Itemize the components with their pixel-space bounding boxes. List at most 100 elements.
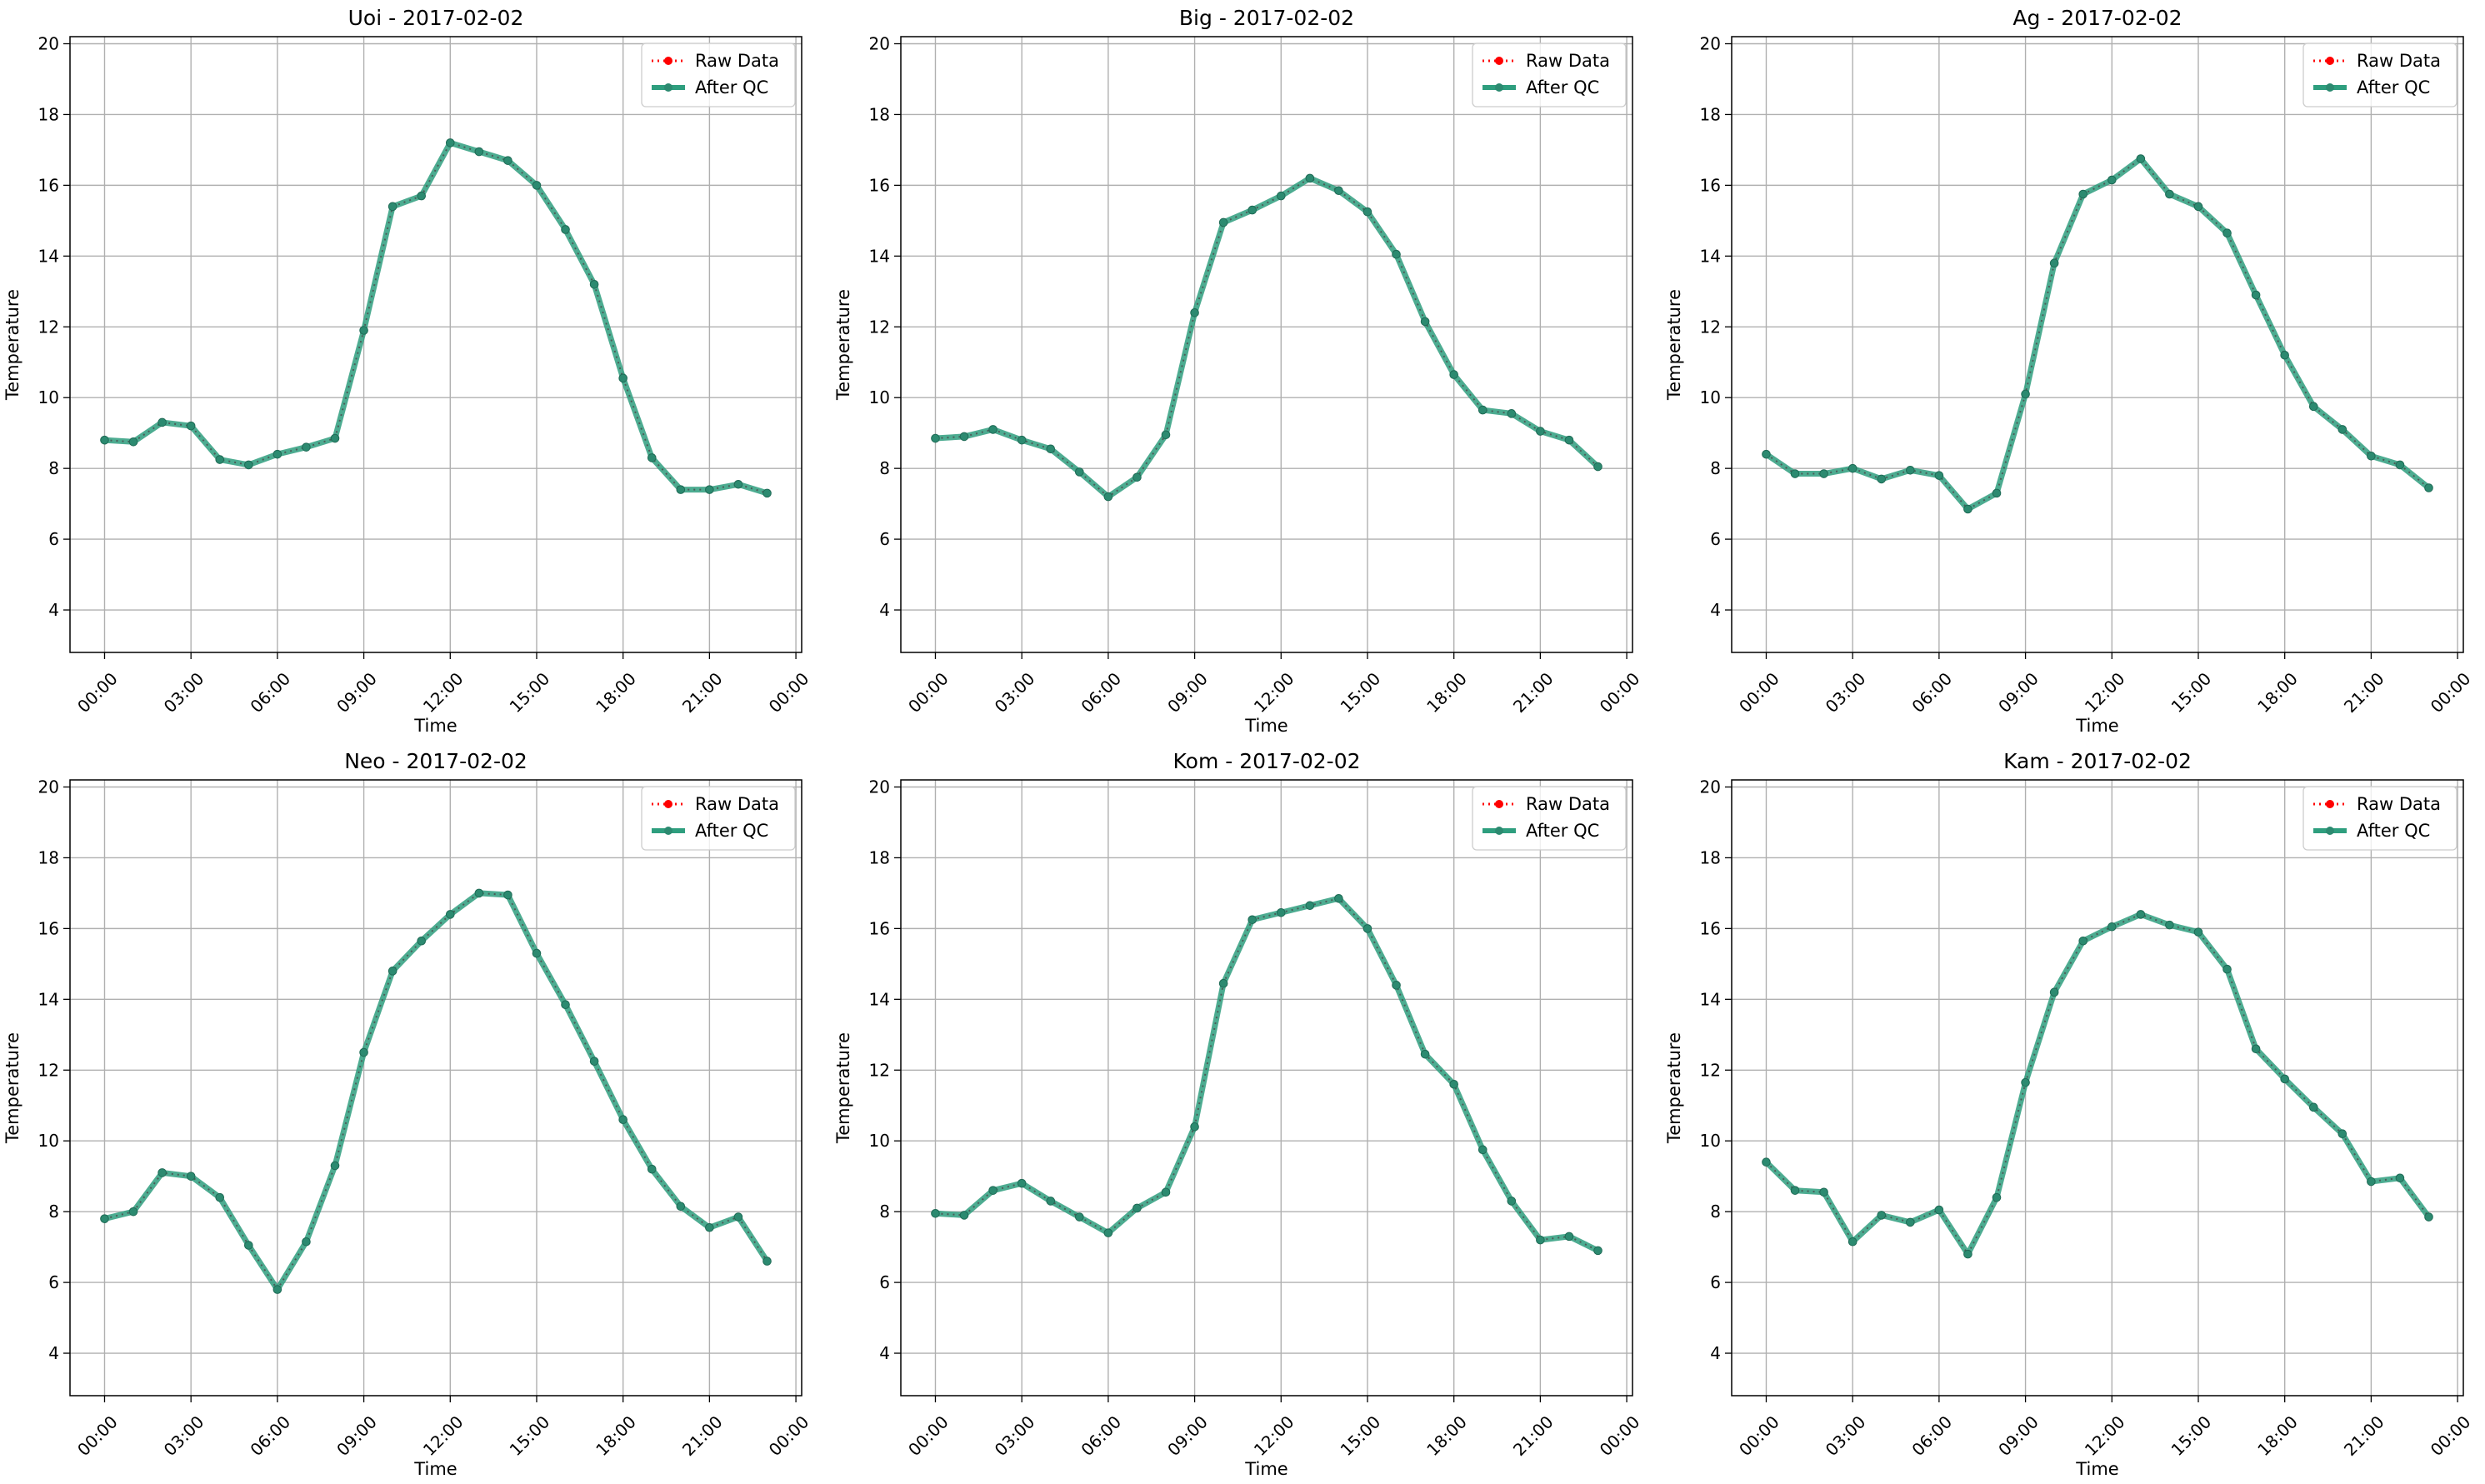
subplot-5: 00:00 03:00 06:00 09:00 12:00 15:00 18:00 21:00…: [833, 749, 1643, 1479]
y-tick-label: 18: [38, 847, 59, 867]
data-point: [647, 1164, 657, 1174]
data-point: [2078, 936, 2088, 946]
x-tick-label: 15:00: [1337, 668, 1385, 717]
x-tick-label: 00:00: [73, 668, 122, 717]
subplot-6: 00:00 03:00 06:00 09:00 12:00 15:00 18:00 21:00…: [1664, 749, 2474, 1479]
grid: [901, 780, 1632, 1396]
y-tick-label: 14: [1700, 989, 1721, 1009]
y-tick-label: 20: [1700, 777, 1721, 797]
subplot-4: 00:00 03:00 06:00 09:00 12:00 15:00 18:00 21:00…: [2, 749, 812, 1479]
y-tick-label: 14: [869, 989, 890, 1009]
y-tick-label: 12: [869, 1060, 890, 1080]
subplot-title: Ag - 2017-02-02: [2012, 6, 2182, 30]
x-tick-label: 21:00: [678, 1412, 727, 1460]
legend-raw-marker: [664, 800, 672, 808]
series-after-qc-line: [103, 890, 770, 1293]
data-point: [503, 156, 512, 165]
data-point: [1046, 1197, 1056, 1206]
data-point: [474, 888, 484, 898]
data-point: [1362, 924, 1372, 933]
data-point: [733, 479, 743, 489]
x-tick-label: 18:00: [592, 668, 640, 717]
data-point: [1392, 249, 1401, 259]
grid: [70, 780, 802, 1396]
y-tick-label: 12: [1700, 1060, 1721, 1080]
data-point: [1449, 370, 1458, 379]
series-after-qc-line: [1764, 911, 2432, 1257]
y-tick-label: 4: [48, 600, 59, 620]
grid: [1732, 37, 2463, 652]
x-tick-label: 09:00: [332, 1412, 381, 1460]
legend: Raw Data After QC: [1472, 42, 1627, 107]
y-tick-label: 16: [869, 175, 890, 195]
data-point: [2338, 1129, 2348, 1139]
data-point: [388, 967, 398, 976]
axes-frame: [69, 36, 802, 653]
legend-raw-marker: [664, 57, 672, 65]
x-tick-label: 00:00: [1596, 668, 1644, 717]
x-tick-label: 09:00: [1994, 668, 2042, 717]
data-point: [1564, 1232, 1574, 1242]
series-raw-data-line: [935, 897, 1598, 1252]
series-markers: [931, 173, 1602, 502]
x-axis: 00:00 03:00 06:00 09:00 12:00 15:00 18:00 21:00…: [904, 652, 1643, 717]
data-point: [1276, 191, 1286, 201]
legend-qc-marker: [2326, 827, 2334, 835]
data-point: [186, 421, 196, 431]
legend-raw-marker: [2326, 800, 2334, 808]
data-point: [1362, 207, 1372, 217]
data-point: [1963, 1249, 1972, 1259]
legend-frame: [641, 786, 796, 851]
x-tick-label: 06:00: [1908, 668, 1956, 717]
y-tick-label: 18: [1700, 847, 1721, 867]
data-point: [1420, 1049, 1430, 1059]
legend-qc-label: After QC: [695, 821, 768, 841]
data-point: [1276, 907, 1286, 917]
y-tick-label: 20: [38, 33, 59, 53]
y-tick-label: 12: [38, 317, 59, 337]
data-point: [2107, 922, 2117, 932]
legend: Raw Data After QC: [2302, 786, 2458, 851]
data-point: [2251, 290, 2261, 300]
x-tick-label: 06:00: [1908, 1412, 1956, 1460]
data-point: [1934, 471, 1944, 480]
x-tick-label: 21:00: [678, 668, 727, 717]
x-tick-label: 21:00: [2340, 668, 2388, 717]
y-axis: 4 6 8 10 12 14 16 18 20: [869, 777, 901, 1363]
y-axis-label: Temperature: [1664, 289, 1684, 401]
data-point: [2107, 175, 2117, 185]
legend-raw-marker: [1495, 800, 1503, 808]
y-tick-label: 10: [869, 1131, 890, 1151]
data-point: [2395, 460, 2405, 470]
subplot-3: 00:00 03:00 06:00 09:00 12:00 15:00 18:00 21:00…: [1664, 6, 2474, 736]
data-point: [762, 1257, 772, 1266]
x-tick-label: 15:00: [2168, 668, 2216, 717]
series-markers: [1762, 154, 2433, 514]
y-tick-label: 12: [38, 1060, 59, 1080]
x-tick-label: 06:00: [1077, 1412, 1125, 1460]
legend-raw-label: Raw Data: [695, 794, 779, 814]
data-point: [1762, 1157, 1771, 1167]
grid: [1732, 780, 2463, 1396]
y-axis-label: Temperature: [833, 1032, 853, 1144]
y-axis: 4 6 8 10 12 14 16 18 20: [1700, 777, 1732, 1363]
series-markers: [100, 888, 772, 1294]
data-point: [959, 432, 969, 442]
data-point: [2424, 483, 2433, 492]
x-tick-label: 18:00: [2253, 668, 2302, 717]
data-point: [561, 1000, 570, 1009]
data-point: [215, 1192, 225, 1202]
subplot-title: Uoi - 2017-02-02: [348, 6, 524, 30]
x-tick-label: 12:00: [419, 1412, 468, 1460]
data-point: [330, 1161, 340, 1171]
x-tick-label: 03:00: [991, 668, 1039, 717]
data-point: [1877, 1211, 1887, 1220]
y-tick-label: 10: [1700, 387, 1721, 407]
data-point: [532, 181, 542, 190]
data-point: [1190, 307, 1199, 317]
data-point: [2078, 189, 2088, 199]
x-tick-label: 12:00: [1250, 668, 1298, 717]
legend: Raw Data After QC: [641, 786, 796, 851]
x-tick-label: 21:00: [2340, 1412, 2388, 1460]
data-point: [1564, 435, 1574, 445]
